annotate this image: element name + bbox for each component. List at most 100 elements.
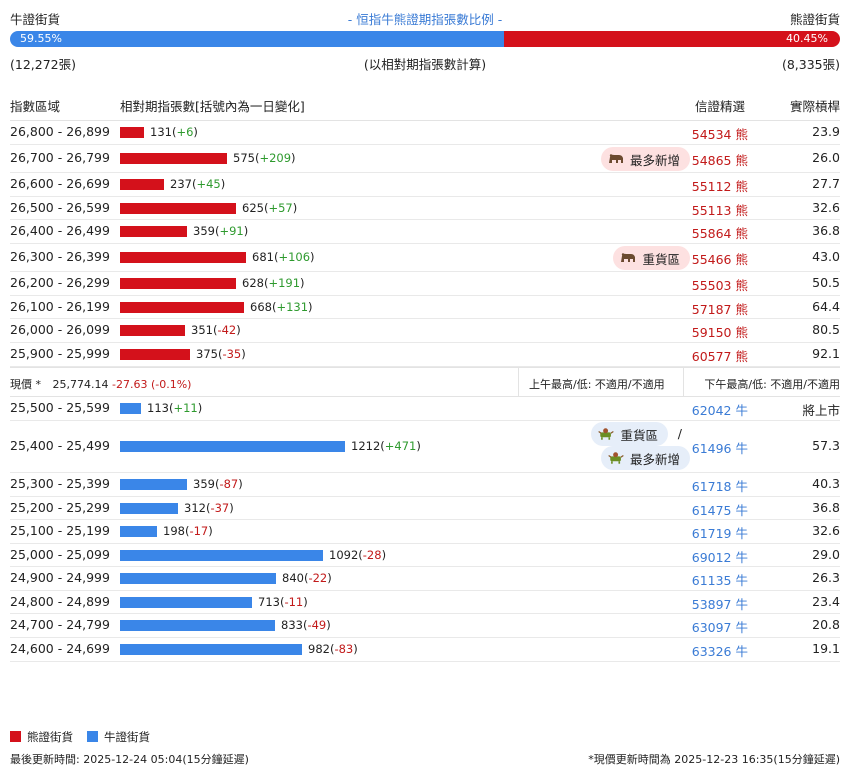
warrant-code-link[interactable]: 63326 牛 (691, 644, 748, 659)
contracts-value: 668(+131) (250, 299, 313, 314)
contracts-value: 681(+106) (252, 250, 315, 264)
table-row: 26,000 - 26,099 351(-42) 59150 熊 80.5 (10, 319, 840, 343)
table-row: 26,400 - 26,499 359(+91) 55864 熊 36.8 (10, 220, 840, 244)
col-leverage: 實際槓桿 (789, 99, 840, 114)
warrant-code-link[interactable]: 55112 熊 (691, 179, 748, 194)
legend-bull: 牛證街貨 (87, 729, 150, 745)
contracts-count: 312 (184, 500, 206, 515)
contracts-change: -28 (362, 547, 382, 562)
top-labels: 牛證街貨 - 恒指牛熊證期指張數比例 - 熊證街貨 (10, 9, 840, 27)
warrant-code-link[interactable]: 60577 熊 (691, 349, 748, 364)
table-row: 25,900 - 25,999 375(-35) 60577 熊 92.1 (10, 343, 840, 367)
effective-leverage: 23.4 (812, 593, 840, 609)
bear-contracts-bar (120, 226, 187, 237)
table-row: 26,600 - 26,699 237(+45) 55112 熊 27.7 (10, 173, 840, 197)
warrant-code-link[interactable]: 61475 牛 (691, 502, 748, 518)
contracts-change: +91 (219, 224, 244, 238)
effective-leverage: 23.9 (812, 124, 840, 139)
effective-leverage: 43.0 (812, 249, 840, 264)
contracts-change: -87 (219, 477, 239, 491)
bull-contracts-bar (120, 526, 157, 537)
contracts-change: +57 (268, 200, 293, 215)
warrant-code-link[interactable]: 55466 熊 (691, 252, 748, 267)
table-row: 26,200 - 26,299 628(+191) 55503 熊 50.5 (10, 272, 840, 296)
table-row: 24,600 - 24,699 982(-83) 63326 牛 19.1 (10, 638, 840, 662)
table-row: 26,800 - 26,899 131(+6) 54534 熊 23.9 (10, 121, 840, 145)
contracts-change: +131 (276, 299, 309, 314)
badge-heavy-zone: 重貨區 (613, 246, 690, 270)
effective-leverage: 29.0 (812, 546, 840, 562)
effective-leverage: 36.8 (812, 223, 840, 238)
index-range: 25,900 - 25,999 (10, 346, 110, 361)
table-row: 25,500 - 25,599 113(+11) 62042 牛 將上市 (10, 397, 840, 421)
col-contracts: 相對期指張數[括號內為一日變化] (120, 99, 305, 114)
index-range: 25,300 - 25,399 (10, 476, 110, 491)
table-row: 25,000 - 25,099 1092(-28) 69012 牛 29.0 (10, 544, 840, 567)
table-row: 24,700 - 24,799 833(-49) 63097 牛 20.8 (10, 614, 840, 638)
contracts-count: 840 (282, 571, 304, 585)
contracts-change: -49 (307, 618, 327, 632)
warrant-code-link[interactable]: 54534 熊 (691, 127, 748, 142)
last-updated: 最後更新時間: 2025-12-24 05:04(15分鐘延遲) (10, 753, 249, 766)
contracts-value: 1092(-28) (329, 547, 387, 562)
contracts-value: 237(+45) (170, 177, 226, 191)
contracts-change: +45 (196, 177, 221, 191)
table-row: 25,300 - 25,399 359(-87) 61718 牛 40.3 (10, 473, 840, 497)
contracts-value: 575(+209) (233, 151, 296, 165)
warrant-code-link[interactable]: 57187 熊 (691, 301, 748, 317)
effective-leverage: 50.5 (812, 275, 840, 290)
warrant-code-link[interactable]: 53897 牛 (691, 596, 748, 612)
table-row: 26,300 - 26,399 681(+106) 55466 熊 43.0 重貨區 (10, 244, 840, 272)
price-value: 25,774.14 (52, 378, 109, 391)
contracts-count: 198 (163, 524, 185, 538)
price-change: -27.63 (-0.1%) (111, 378, 192, 391)
bull-ratio-segment: 59.55% (10, 31, 505, 47)
bear-contracts-bar (120, 349, 190, 360)
warrant-code-link[interactable]: 59150 熊 (691, 325, 748, 340)
index-range: 24,700 - 24,799 (10, 617, 110, 632)
bull-outstanding-label: 牛證街貨 (10, 12, 61, 27)
bear-count: (8,335張) (781, 57, 840, 72)
pm-high-low: 下午最高/低: 不適用/不適用 (704, 378, 840, 391)
legend-bear: 熊證街貨 (10, 729, 73, 745)
bear-outstanding-label: 熊證街貨 (789, 12, 840, 27)
bull-contracts-bar (120, 479, 187, 490)
contracts-value: 840(-22) (282, 571, 332, 585)
effective-leverage: 26.3 (812, 570, 840, 585)
contracts-change: +11 (173, 401, 198, 415)
warrant-code-link[interactable]: 62042 牛 (691, 403, 748, 418)
bull-contracts-bar (120, 573, 276, 584)
contracts-change: -42 (217, 323, 237, 337)
effective-leverage: 64.4 (812, 298, 840, 314)
effective-leverage: 40.3 (812, 476, 840, 491)
warrant-code-link[interactable]: 61719 牛 (691, 526, 748, 541)
index-range: 26,300 - 26,399 (10, 249, 110, 264)
contracts-count: 237 (170, 177, 192, 191)
warrant-code-link[interactable]: 61718 牛 (691, 479, 748, 494)
contracts-change: +471 (384, 439, 417, 453)
warrant-code-link[interactable]: 55864 熊 (691, 226, 748, 241)
warrant-code-link[interactable]: 55113 熊 (691, 202, 748, 218)
contracts-value: 351(-42) (191, 323, 241, 337)
index-range: 24,900 - 24,999 (10, 570, 110, 585)
warrant-code-link[interactable]: 54865 熊 (691, 153, 748, 168)
warrant-code-link[interactable]: 69012 牛 (691, 549, 748, 565)
bear-contracts-bar (120, 252, 246, 263)
contracts-count: 833 (281, 618, 303, 632)
effective-leverage: 27.7 (812, 176, 840, 191)
table-row: 26,700 - 26,799 575(+209) 54865 熊 26.0 最多新增 (10, 145, 840, 173)
effective-leverage: 57.3 (812, 438, 840, 453)
current-price: 現價 * 25,774.14 -27.63 (-0.1%) (10, 376, 191, 392)
bull-contracts-bar (120, 403, 141, 414)
contracts-count: 628 (242, 276, 264, 290)
warrant-code-link[interactable]: 55503 熊 (691, 278, 748, 293)
contracts-count: 375 (196, 347, 218, 361)
index-range: 25,000 - 25,099 (10, 546, 110, 562)
warrant-code-link[interactable]: 61496 牛 (691, 441, 748, 456)
contracts-value: 982(-83) (308, 642, 358, 656)
contracts-change: +6 (176, 125, 194, 139)
warrant-code-link[interactable]: 61135 牛 (691, 573, 748, 588)
warrant-code-link[interactable]: 63097 牛 (691, 620, 748, 635)
effective-leverage: 26.0 (812, 150, 840, 165)
index-range: 24,600 - 24,699 (10, 641, 110, 656)
